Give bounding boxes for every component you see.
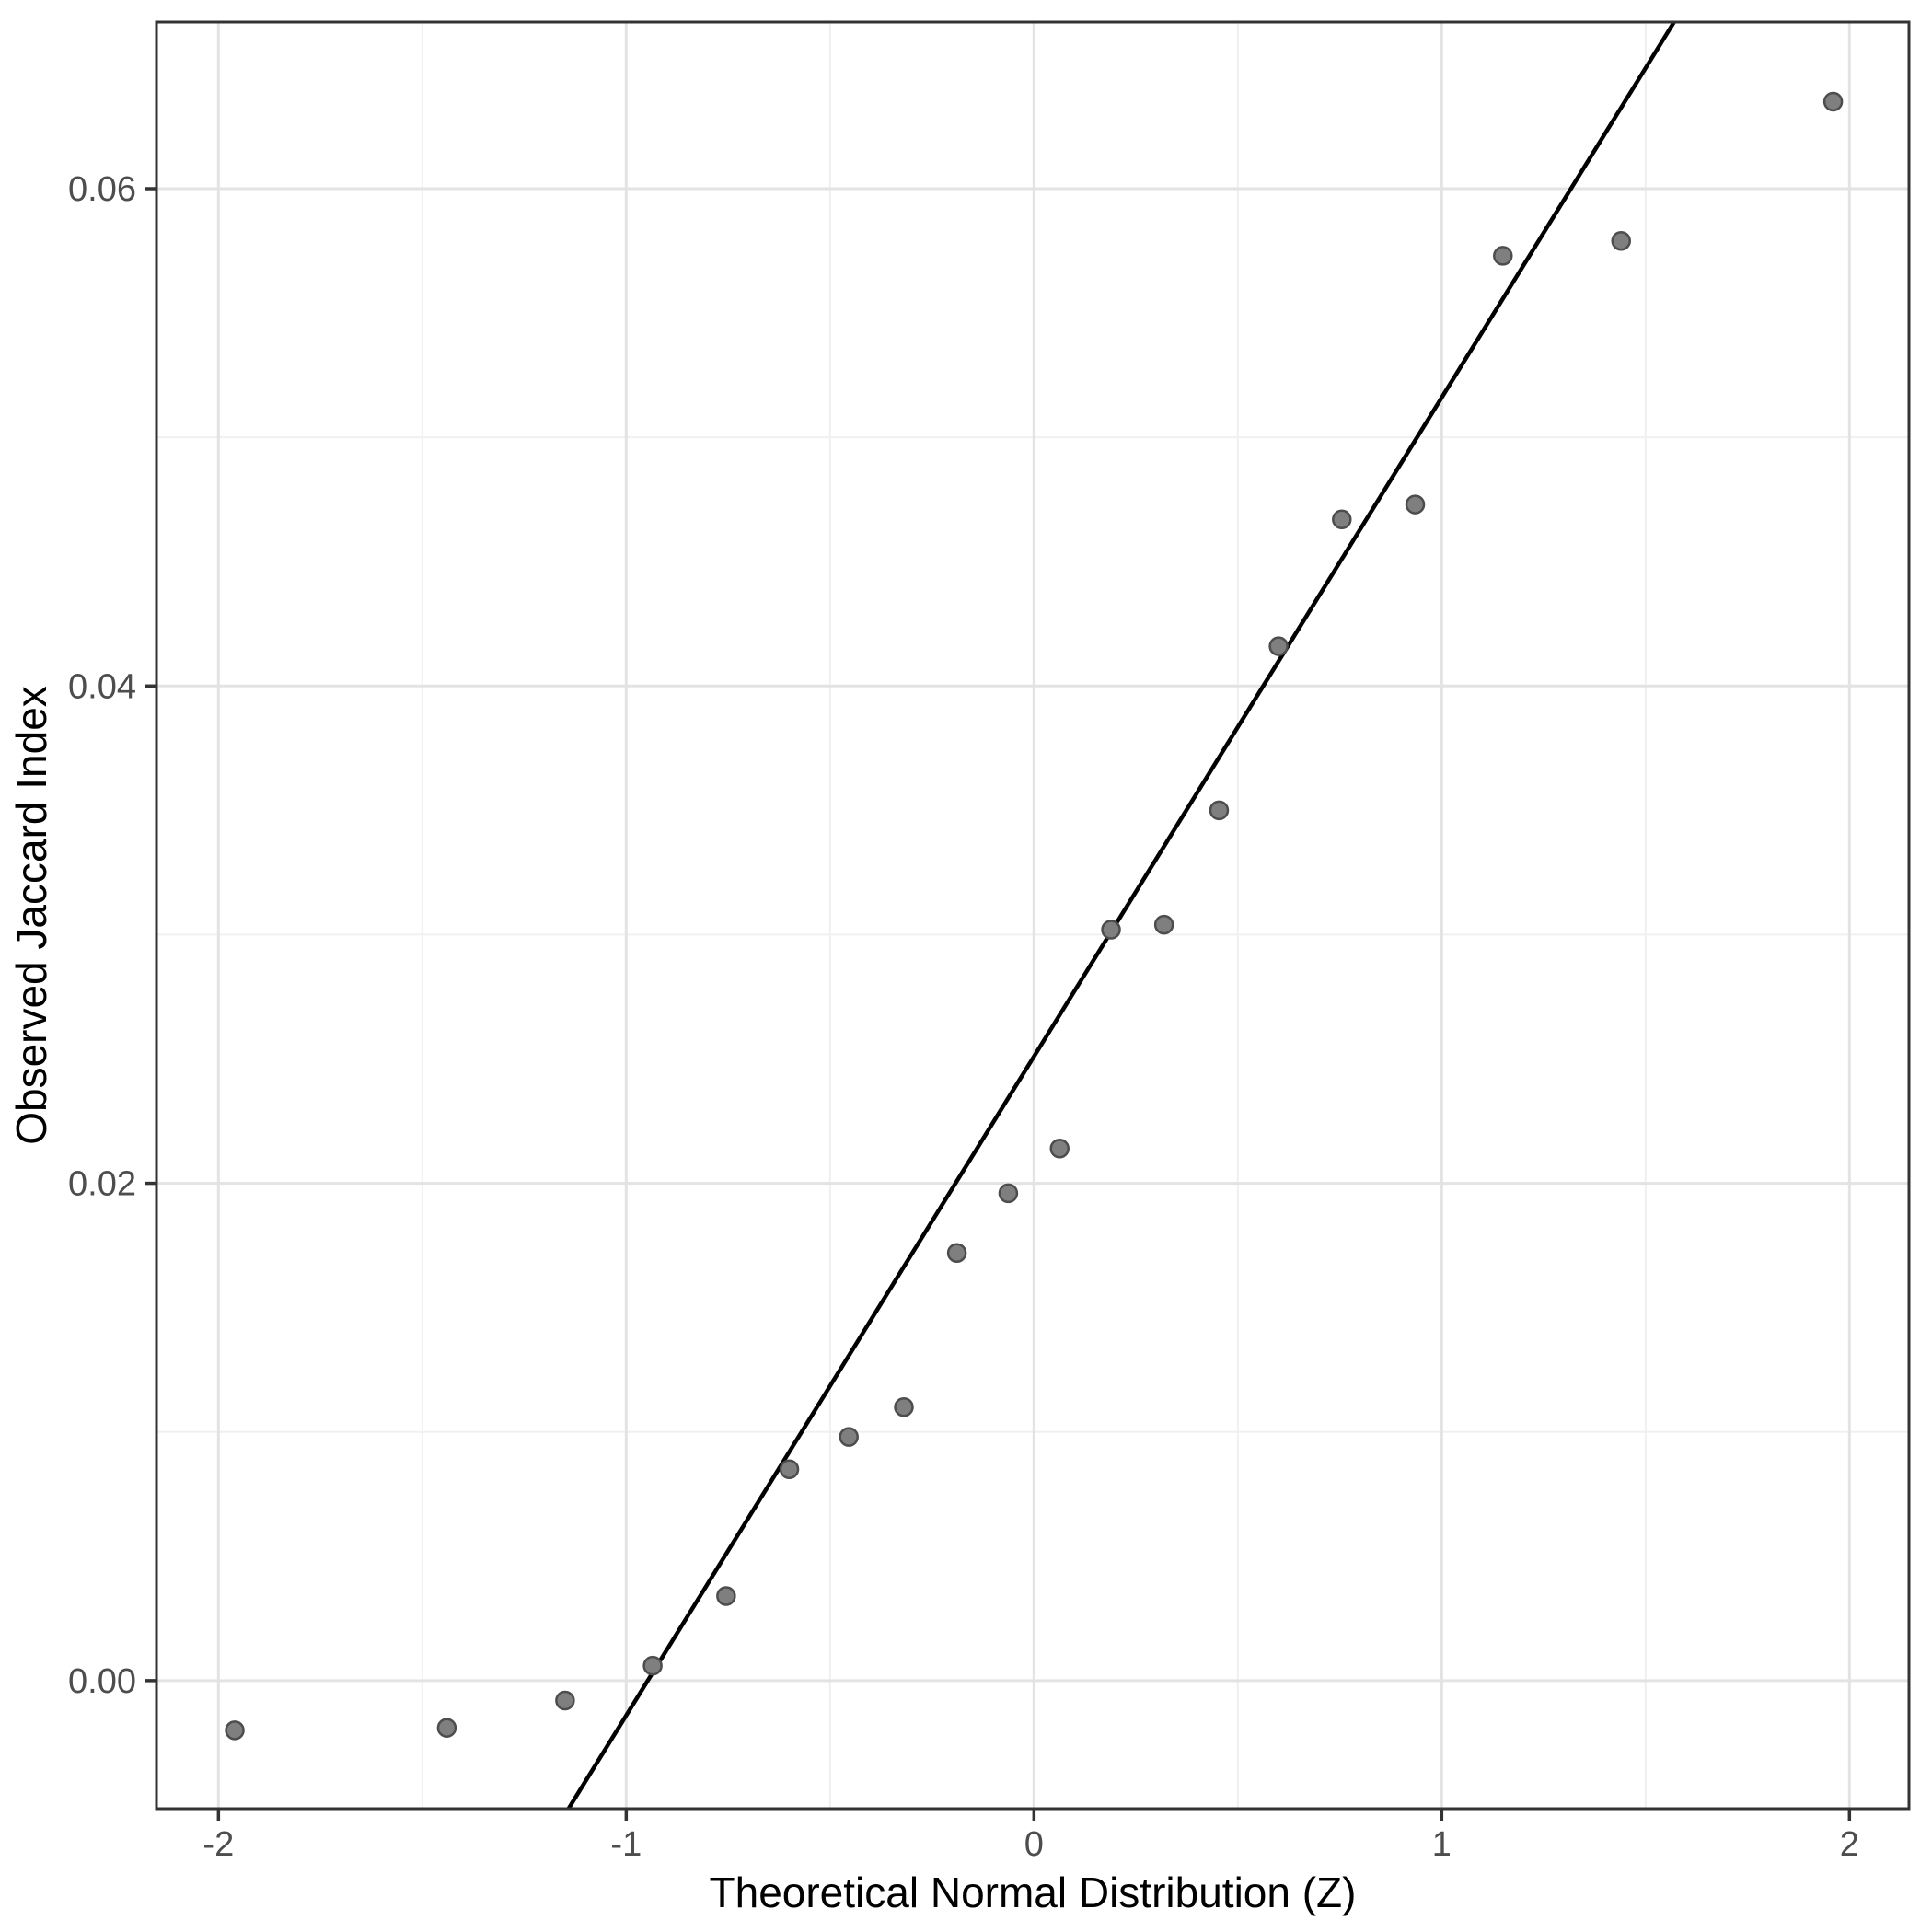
- data-point: [1101, 920, 1121, 940]
- data-point: [1332, 509, 1352, 530]
- scatter-points: [225, 91, 1844, 1741]
- data-point: [779, 1459, 800, 1480]
- data-point: [1405, 494, 1426, 515]
- y-tick-label: 0.04: [68, 667, 136, 706]
- data-point: [436, 1718, 457, 1738]
- data-point: [716, 1586, 736, 1606]
- data-point: [839, 1427, 859, 1447]
- data-point: [894, 1396, 914, 1417]
- data-point: [1611, 230, 1631, 251]
- y-axis-tick-labels: 0.00 0.02 0.04 0.06: [68, 170, 136, 1701]
- major-gridlines: [156, 22, 1909, 1809]
- x-tick-label: 0: [1024, 1825, 1044, 1864]
- y-tick-label: 0.00: [68, 1662, 136, 1701]
- data-point: [555, 1690, 575, 1711]
- y-axis-title: Observed Jaccard Index: [7, 686, 55, 1145]
- x-axis-tick-labels: -2 -1 0 1 2: [202, 1825, 1858, 1864]
- data-point: [225, 1720, 245, 1741]
- axis-tick-marks: [145, 187, 1852, 1821]
- data-point: [1822, 91, 1844, 112]
- x-tick-label: -2: [202, 1825, 234, 1864]
- data-point: [998, 1183, 1019, 1204]
- data-point: [946, 1243, 967, 1263]
- qq-reference-line: [566, 20, 1676, 1811]
- data-point: [642, 1655, 663, 1676]
- qq-line: [566, 20, 1676, 1811]
- x-tick-label: 2: [1840, 1825, 1859, 1864]
- data-point: [1153, 914, 1174, 935]
- data-point: [1049, 1139, 1070, 1159]
- y-tick-label: 0.06: [68, 170, 136, 209]
- x-axis-title: Theoretical Normal Distribution (Z): [710, 1868, 1357, 1916]
- data-point: [1268, 636, 1289, 656]
- x-tick-label: 1: [1432, 1825, 1452, 1864]
- x-tick-label: -1: [610, 1825, 642, 1864]
- y-tick-label: 0.02: [68, 1165, 136, 1204]
- data-point: [1209, 800, 1230, 821]
- data-point: [1493, 246, 1513, 266]
